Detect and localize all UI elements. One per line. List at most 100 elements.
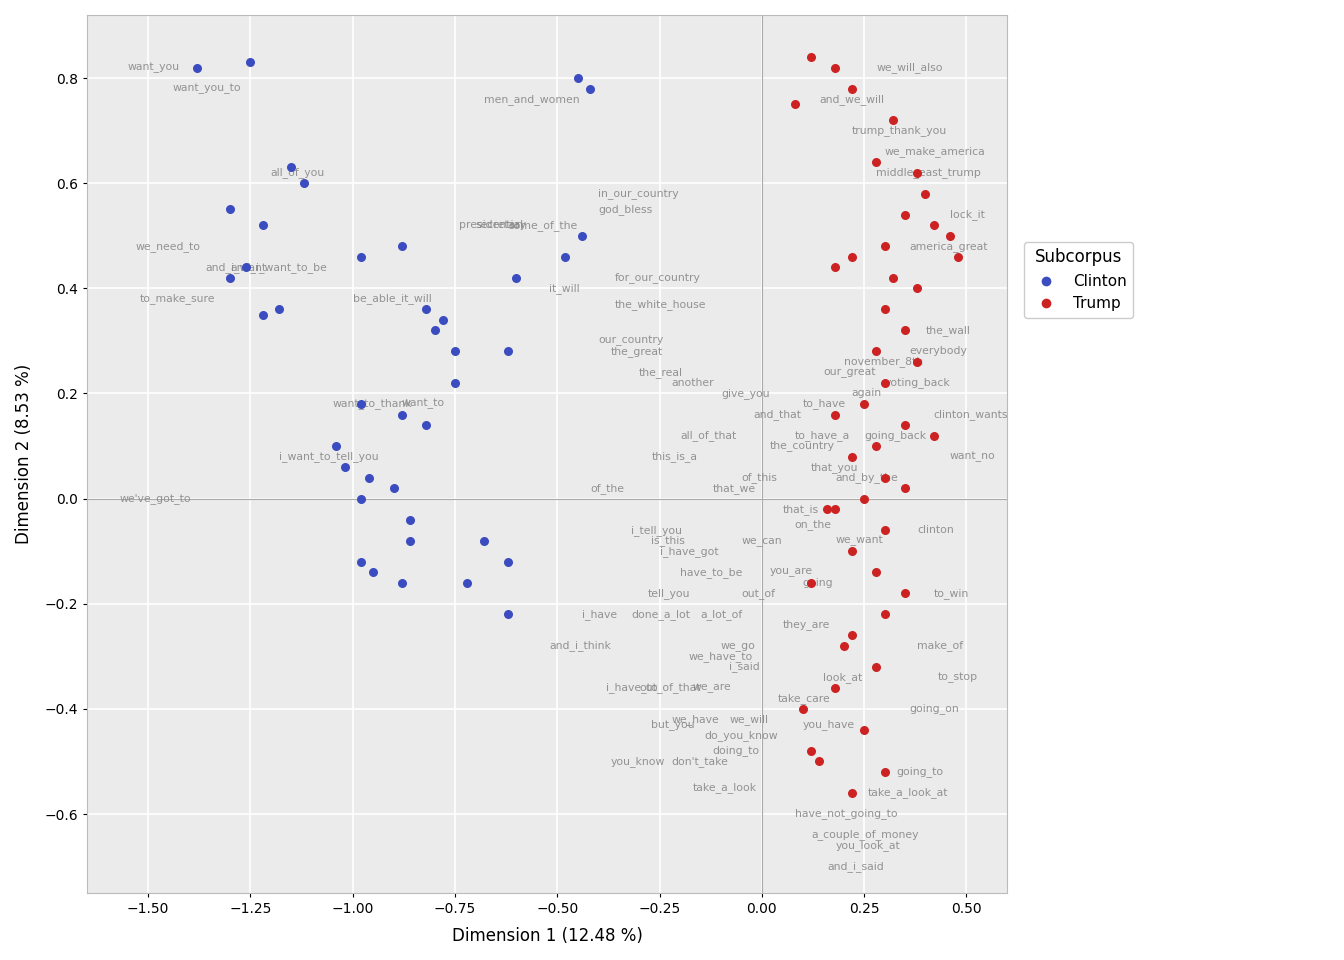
- Point: [817, 501, 839, 516]
- Text: some_of_the: some_of_the: [508, 220, 578, 230]
- Text: for_our_country: for_our_country: [614, 273, 700, 283]
- Text: they_are: they_are: [782, 619, 829, 630]
- Point: [874, 522, 895, 538]
- Text: clinton: clinton: [918, 525, 954, 535]
- Text: i_have_got: i_have_got: [660, 545, 718, 557]
- Text: the_real: the_real: [640, 367, 683, 378]
- Point: [866, 660, 887, 675]
- Text: it_will: it_will: [550, 283, 579, 294]
- Point: [445, 375, 466, 391]
- Point: [841, 543, 863, 559]
- Point: [399, 512, 421, 527]
- Text: we_go: we_go: [720, 640, 755, 651]
- Text: have_to_be: have_to_be: [680, 566, 742, 578]
- Point: [948, 250, 969, 265]
- Point: [457, 575, 478, 590]
- Point: [351, 491, 372, 506]
- Point: [219, 270, 241, 285]
- Point: [497, 344, 519, 359]
- Text: i_have: i_have: [582, 609, 617, 620]
- Point: [874, 375, 895, 391]
- Text: out_of_that: out_of_that: [640, 683, 700, 693]
- Point: [351, 250, 372, 265]
- Y-axis label: Dimension 2 (8.53 %): Dimension 2 (8.53 %): [15, 364, 34, 544]
- Text: all_of_that: all_of_that: [680, 430, 737, 441]
- Point: [907, 354, 929, 370]
- Point: [841, 250, 863, 265]
- Text: tell_you: tell_you: [648, 588, 689, 599]
- Point: [939, 228, 961, 244]
- Point: [874, 239, 895, 254]
- Text: done_a_lot: done_a_lot: [630, 609, 689, 620]
- Point: [907, 280, 929, 296]
- Text: take_a_look: take_a_look: [692, 782, 757, 793]
- Text: be_able_it_will: be_able_it_will: [352, 294, 431, 304]
- Point: [841, 449, 863, 465]
- Text: you_are: you_are: [770, 567, 813, 577]
- Point: [391, 239, 413, 254]
- Text: the_white_house: the_white_house: [614, 299, 706, 309]
- Point: [894, 323, 915, 338]
- Text: want_no: want_no: [950, 451, 996, 462]
- Text: take_care: take_care: [778, 693, 831, 704]
- Text: look_at: look_at: [824, 672, 863, 683]
- Text: going_back: going_back: [864, 430, 926, 441]
- Point: [825, 259, 847, 275]
- Text: i_said: i_said: [728, 661, 759, 672]
- Text: but_you: but_you: [652, 719, 695, 731]
- Text: we_need_to: we_need_to: [136, 241, 200, 252]
- Point: [363, 564, 384, 580]
- Text: give_you: give_you: [720, 388, 770, 399]
- Text: to_have: to_have: [802, 398, 845, 410]
- Point: [923, 428, 945, 444]
- Point: [784, 97, 805, 112]
- Point: [187, 60, 208, 75]
- Text: the_wall: the_wall: [926, 324, 970, 336]
- Point: [915, 186, 937, 202]
- Text: america_great: america_great: [909, 241, 988, 252]
- Point: [808, 754, 829, 769]
- Point: [866, 564, 887, 580]
- Point: [894, 207, 915, 223]
- Point: [800, 575, 821, 590]
- Text: that_we: that_we: [712, 483, 755, 493]
- Text: want_to: want_to: [402, 398, 445, 409]
- Text: take_a_look_at: take_a_look_at: [868, 787, 949, 799]
- Point: [219, 202, 241, 217]
- Text: we_are: we_are: [692, 683, 731, 693]
- Text: secretary: secretary: [476, 220, 527, 230]
- Text: to_make_sure: to_make_sure: [140, 294, 215, 304]
- Text: we_will: we_will: [728, 714, 769, 725]
- Text: a_lot_of: a_lot_of: [700, 609, 743, 620]
- Point: [882, 270, 903, 285]
- Text: want_you_to: want_you_to: [172, 84, 242, 94]
- Text: and_i_want: and_i_want: [206, 262, 266, 273]
- Point: [853, 396, 875, 412]
- Text: november_8th: november_8th: [844, 356, 923, 368]
- Text: we_have: we_have: [672, 714, 719, 725]
- Text: our_great: our_great: [824, 368, 876, 377]
- Point: [415, 418, 437, 433]
- Text: i_want_to_tell_you: i_want_to_tell_you: [280, 451, 379, 462]
- Text: i_tell_you: i_tell_you: [630, 525, 681, 536]
- Text: in_our_country: in_our_country: [598, 188, 679, 199]
- Point: [325, 439, 347, 454]
- Point: [866, 439, 887, 454]
- Text: and_i_think: and_i_think: [550, 640, 612, 651]
- Point: [269, 301, 290, 317]
- Point: [874, 469, 895, 485]
- X-axis label: Dimension 1 (12.48 %): Dimension 1 (12.48 %): [452, 927, 642, 945]
- Point: [351, 554, 372, 569]
- Point: [841, 628, 863, 643]
- Point: [251, 307, 273, 323]
- Point: [841, 785, 863, 801]
- Point: [293, 176, 314, 191]
- Text: men_and_women: men_and_women: [484, 94, 579, 105]
- Point: [825, 407, 847, 422]
- Point: [825, 681, 847, 696]
- Text: the_country: the_country: [770, 441, 835, 451]
- Point: [505, 270, 527, 285]
- Legend: Clinton, Trump: Clinton, Trump: [1024, 242, 1133, 318]
- Point: [391, 407, 413, 422]
- Point: [251, 218, 273, 233]
